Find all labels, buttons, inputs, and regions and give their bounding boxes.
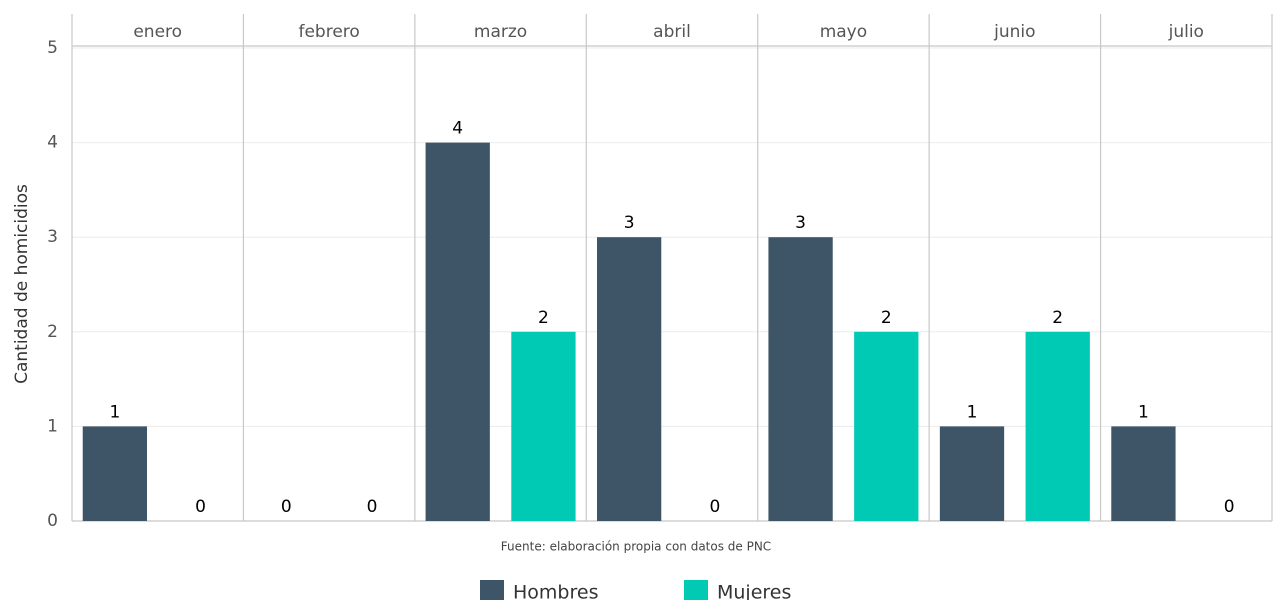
y-axis-title: Cantidad de homicidios [12, 184, 32, 384]
y-tick-label: 0 [47, 511, 58, 531]
value-label: 2 [881, 308, 892, 328]
bar [82, 426, 147, 521]
value-label: 0 [281, 497, 292, 517]
value-label: 2 [1052, 308, 1063, 328]
bar [511, 331, 576, 521]
value-label: 0 [1224, 497, 1235, 517]
legend-swatch [684, 580, 708, 600]
y-tick-label: 5 [47, 38, 58, 58]
facet-label: febrero [298, 22, 359, 42]
bar [854, 331, 919, 521]
caption: Fuente: elaboración propia con datos de … [501, 540, 771, 554]
facet-label: junio [993, 22, 1035, 42]
value-label: 4 [452, 119, 463, 139]
y-tick-label: 3 [47, 227, 58, 247]
value-label: 2 [538, 308, 549, 328]
facet-label: marzo [474, 22, 527, 42]
value-label: 1 [967, 402, 978, 422]
facet-label: julio [1168, 22, 1204, 42]
value-label: 3 [624, 213, 635, 233]
value-label: 0 [367, 497, 378, 517]
facet-label: enero [133, 22, 182, 42]
y-tick-label: 4 [47, 133, 58, 153]
bar [768, 237, 833, 521]
bar [1111, 426, 1176, 521]
value-label: 3 [795, 213, 806, 233]
legend-swatch [480, 580, 504, 600]
y-tick-label: 2 [47, 322, 58, 342]
legend-label: Mujeres [717, 582, 791, 600]
bar [597, 237, 662, 521]
legend-label: Hombres [513, 582, 598, 600]
bar [425, 142, 490, 521]
bar [939, 426, 1005, 521]
facet-label: abril [653, 22, 691, 42]
bar [1025, 331, 1090, 521]
value-label: 1 [109, 402, 120, 422]
y-tick-label: 1 [47, 416, 58, 436]
value-label: 0 [709, 497, 720, 517]
value-label: 1 [1138, 402, 1149, 422]
value-label: 0 [195, 497, 206, 517]
facet-label: mayo [820, 22, 867, 42]
